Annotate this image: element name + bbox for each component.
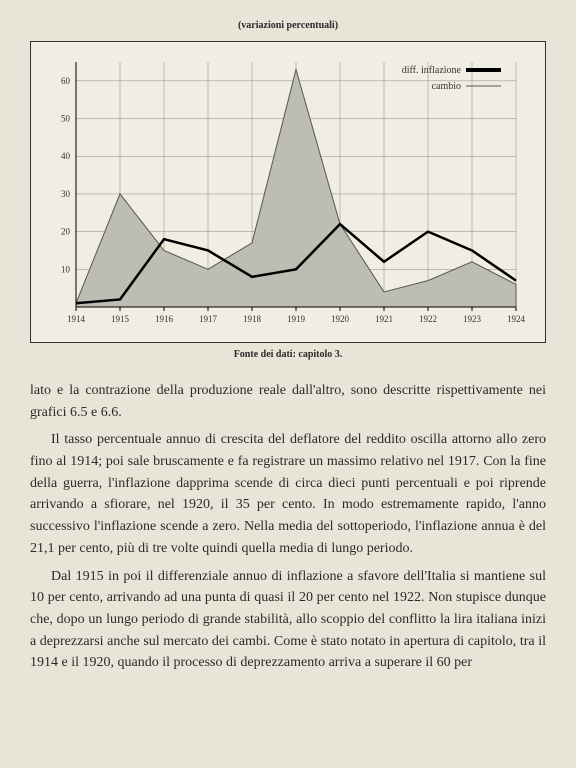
line-chart: 10 20 30 40 50 60 1914 1915 1916 1917 1918 1919 1920… — [41, 52, 531, 332]
paragraph: Dal 1915 in poi il differenziale annuo d… — [30, 566, 546, 674]
paragraph: Il tasso percentuale annuo di crescita d… — [30, 429, 546, 559]
svg-text:60: 60 — [61, 76, 71, 86]
svg-text:1920: 1920 — [331, 314, 350, 324]
body-text: lato e la contrazione della produzione r… — [30, 380, 546, 674]
svg-text:diff. inflazione: diff. inflazione — [402, 65, 462, 76]
svg-text:1922: 1922 — [419, 314, 437, 324]
paragraph: lato e la contrazione della produzione r… — [30, 380, 546, 423]
svg-text:1924: 1924 — [507, 314, 526, 324]
svg-text:1918: 1918 — [243, 314, 262, 324]
svg-text:30: 30 — [61, 189, 71, 199]
svg-text:1916: 1916 — [155, 314, 174, 324]
svg-text:10: 10 — [61, 264, 71, 274]
svg-text:1915: 1915 — [111, 314, 130, 324]
svg-text:cambio: cambio — [432, 81, 461, 92]
chart-subtitle: (variazioni percentuali) — [30, 20, 546, 31]
svg-text:1914: 1914 — [67, 314, 86, 324]
svg-text:20: 20 — [61, 227, 71, 237]
chart-container: 10 20 30 40 50 60 1914 1915 1916 1917 1918 1919 1920… — [30, 41, 546, 343]
svg-text:1921: 1921 — [375, 314, 393, 324]
svg-text:1919: 1919 — [287, 314, 306, 324]
svg-text:50: 50 — [61, 114, 71, 124]
svg-text:1923: 1923 — [463, 314, 482, 324]
svg-text:1917: 1917 — [199, 314, 218, 324]
svg-text:40: 40 — [61, 151, 71, 161]
chart-caption: Fonte dei dati: capitolo 3. — [30, 349, 546, 360]
